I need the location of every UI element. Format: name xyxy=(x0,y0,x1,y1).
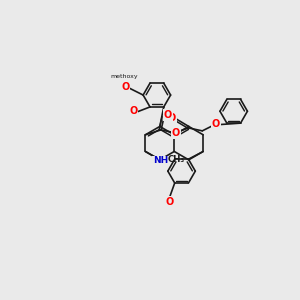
Text: O: O xyxy=(121,82,130,92)
Text: O: O xyxy=(168,113,176,123)
Text: O: O xyxy=(166,196,174,207)
Text: NH: NH xyxy=(153,156,168,165)
Text: O: O xyxy=(212,119,220,129)
Text: O: O xyxy=(129,106,137,116)
Text: O: O xyxy=(164,110,172,120)
Text: methoxy: methoxy xyxy=(111,74,138,79)
Text: CH₃: CH₃ xyxy=(168,155,185,164)
Text: O: O xyxy=(172,128,180,138)
